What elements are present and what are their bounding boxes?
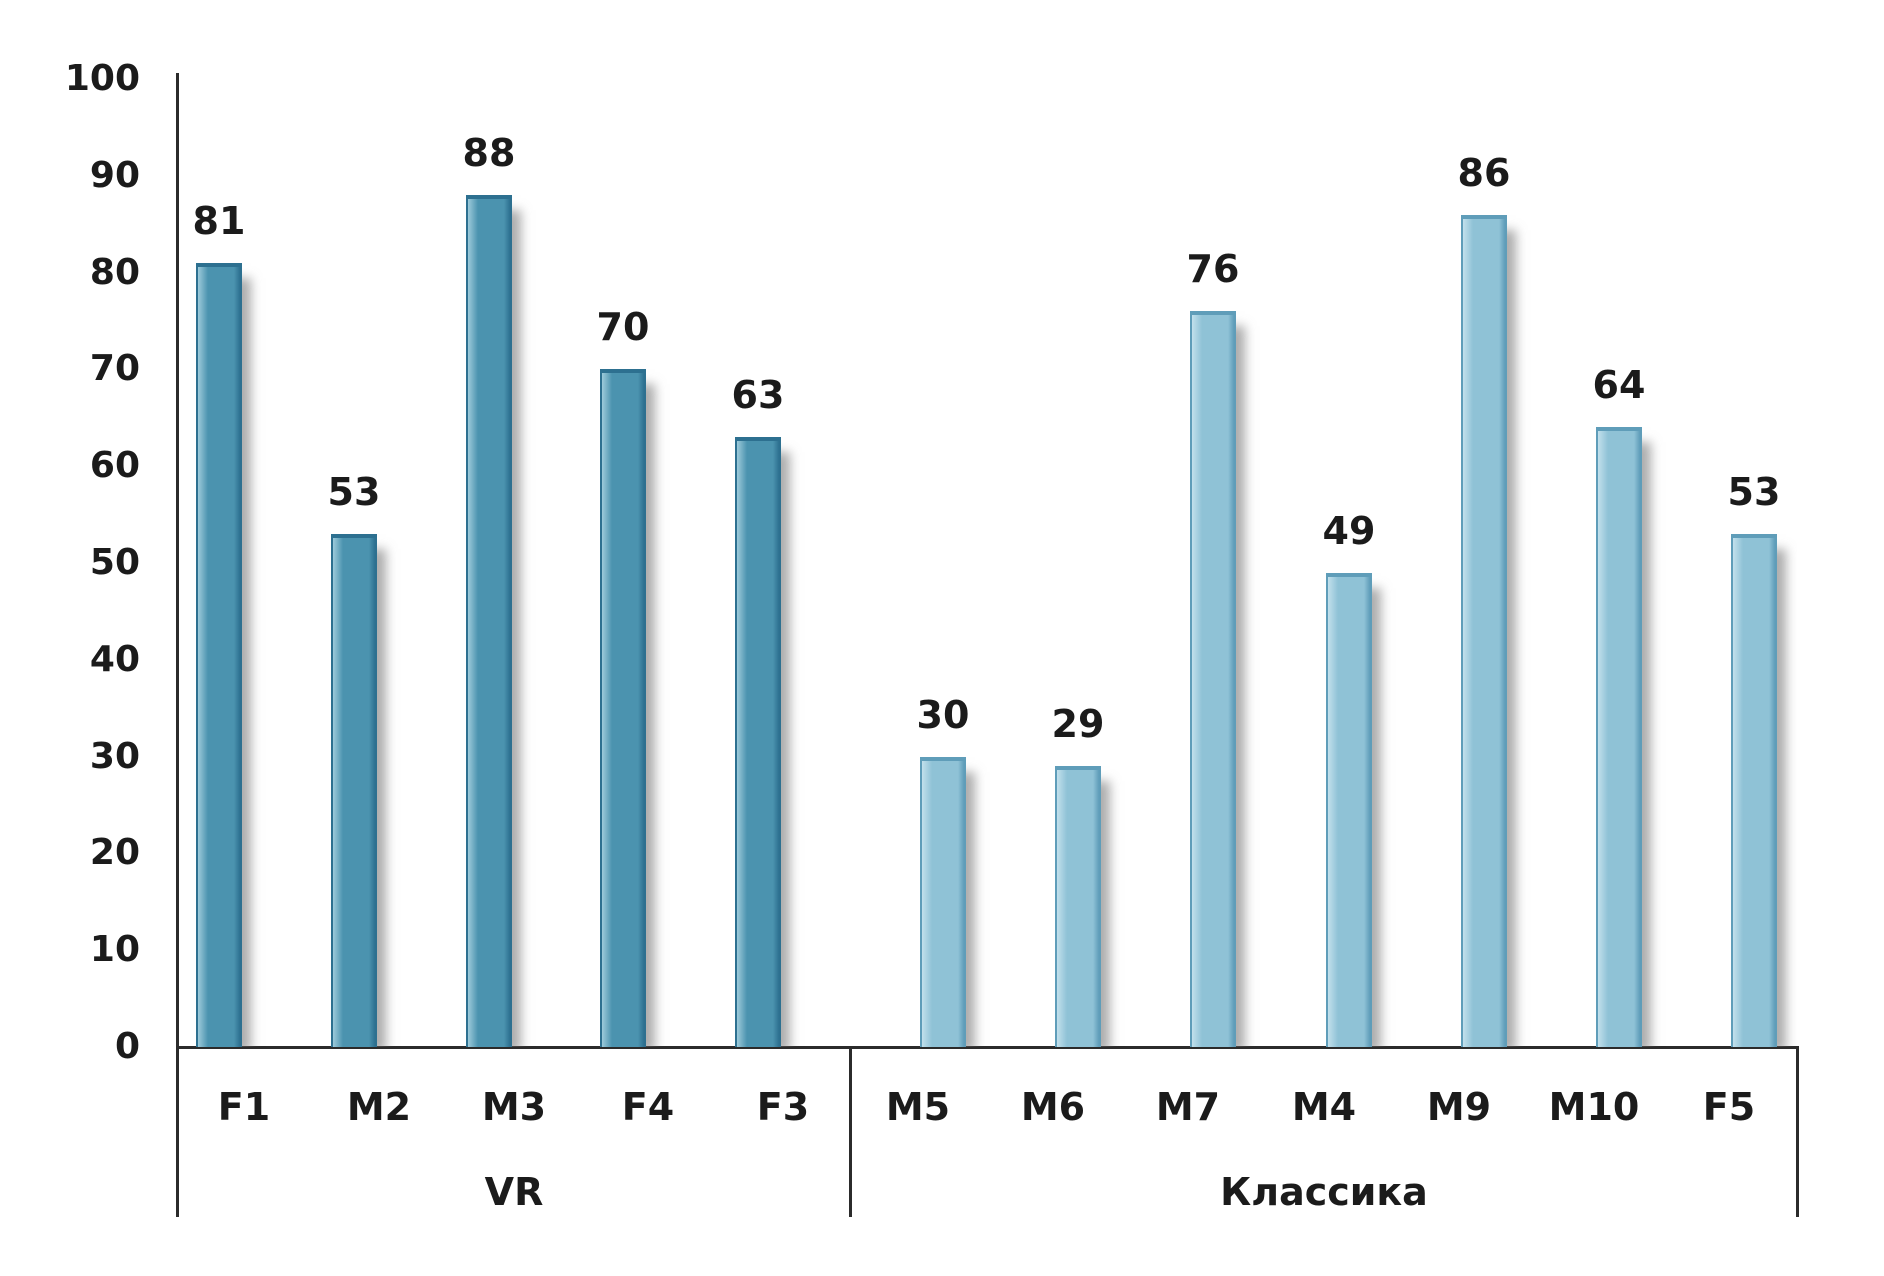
bar-value-label: 64 <box>1592 363 1646 407</box>
y-axis-tick-label: 50 <box>89 542 140 583</box>
category-label: M7 <box>1155 1085 1221 1129</box>
y-axis-tick-label: 60 <box>89 445 140 487</box>
plot-area: 81 53 88 70 63 30 29 76 49 86 64 53 <box>177 73 1797 1047</box>
y-axis-line <box>176 73 179 1049</box>
bar-value-label: 88 <box>462 131 516 175</box>
bar <box>1596 427 1642 1047</box>
bar-value-label: 86 <box>1457 151 1511 195</box>
group-separator-line <box>1796 1046 1799 1217</box>
category-label: F3 <box>756 1085 810 1129</box>
category-label: M4 <box>1291 1085 1357 1129</box>
y-axis-tick-label: 20 <box>89 832 140 874</box>
category-label: M5 <box>885 1085 951 1129</box>
category-label: M2 <box>346 1085 412 1129</box>
category-label: M6 <box>1020 1085 1086 1129</box>
group-label: VR <box>484 1170 544 1214</box>
y-axis-tick-label: 80 <box>89 251 140 293</box>
y-axis-tick-label: 100 <box>64 58 140 99</box>
y-axis-tick-label: 30 <box>89 735 140 777</box>
bar <box>735 437 781 1047</box>
group-separator-line <box>176 1046 179 1217</box>
bar <box>331 534 377 1047</box>
bar <box>466 195 512 1047</box>
bar-value-label: 29 <box>1051 702 1105 746</box>
y-axis-tick-label: 10 <box>89 929 140 971</box>
bar-value-label: 76 <box>1186 247 1240 291</box>
bar <box>1461 215 1507 1047</box>
bar <box>1190 311 1236 1047</box>
bar <box>600 369 646 1047</box>
bar <box>1326 573 1372 1047</box>
bar <box>196 263 242 1047</box>
category-label: F5 <box>1702 1085 1756 1129</box>
bar-value-label: 30 <box>916 693 970 737</box>
bar-value-label: 49 <box>1322 509 1376 553</box>
y-axis-tick-label: 0 <box>114 1026 140 1067</box>
category-label: M10 <box>1548 1085 1640 1129</box>
y-axis-tick-label: 90 <box>89 154 140 196</box>
bar-value-label: 81 <box>192 199 246 243</box>
x-axis-line <box>176 1046 1798 1049</box>
y-axis-tick-label: 70 <box>89 348 140 390</box>
bar <box>920 757 966 1047</box>
y-axis-tick-label: 40 <box>89 638 140 680</box>
category-label: M9 <box>1426 1085 1492 1129</box>
bar-value-label: 63 <box>731 373 785 417</box>
category-label: M3 <box>481 1085 547 1129</box>
category-label: F1 <box>217 1085 271 1129</box>
bar-value-label: 70 <box>596 305 650 349</box>
bar <box>1731 534 1777 1047</box>
bar-value-label: 53 <box>1727 470 1781 514</box>
category-label: F4 <box>621 1085 675 1129</box>
group-separator-line <box>849 1046 852 1217</box>
group-label: Классика <box>1220 1170 1428 1214</box>
bar <box>1055 766 1101 1047</box>
bar-value-label: 53 <box>327 470 381 514</box>
